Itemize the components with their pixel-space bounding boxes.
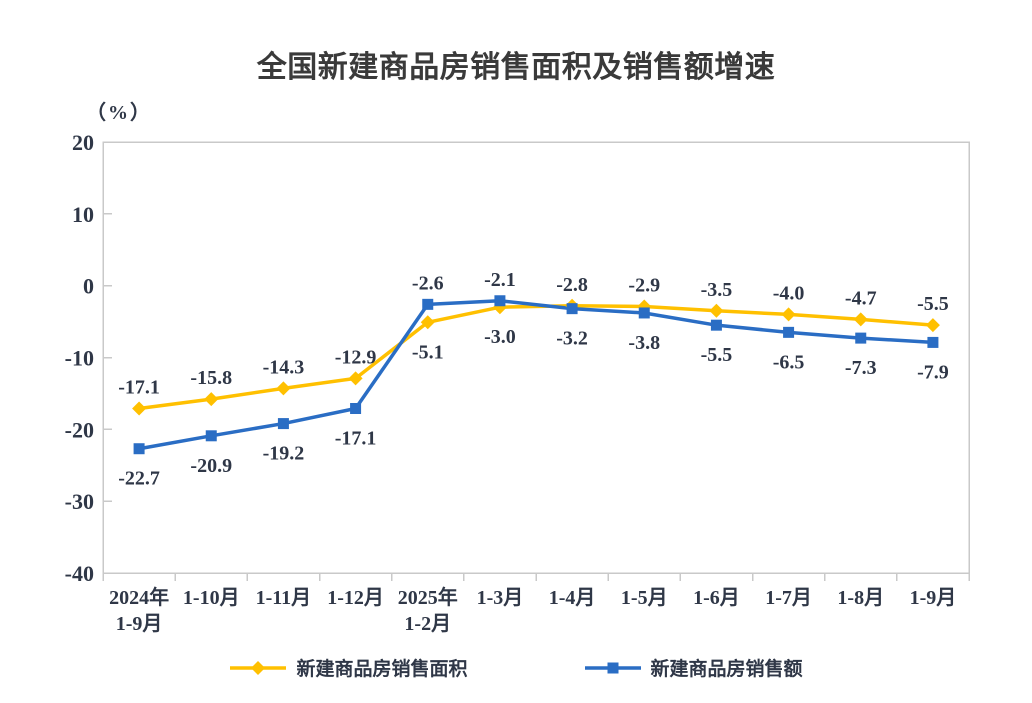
data-label: -2.9	[628, 274, 660, 296]
data-point-marker	[494, 295, 506, 307]
data-label: -20.9	[190, 455, 232, 477]
data-point-marker	[205, 430, 217, 442]
x-axis-category-label: 1-5月	[621, 587, 668, 609]
data-label: -17.1	[118, 377, 160, 399]
data-label: -15.8	[190, 367, 232, 389]
x-axis-category-label: 1-9月	[116, 613, 163, 635]
y-axis-unit-label: （%）	[86, 102, 152, 124]
data-label: -5.5	[917, 293, 949, 315]
data-point-marker	[348, 371, 363, 386]
data-point-marker	[204, 392, 219, 407]
legend-label-sales-amount: 新建商品房销售额	[650, 659, 803, 680]
x-axis-category-label: 1-2月	[404, 613, 451, 635]
data-point-marker	[783, 326, 795, 338]
data-point-marker	[350, 403, 362, 415]
data-point-marker	[781, 307, 796, 322]
data-label: -4.0	[773, 282, 805, 304]
y-axis-tick-label: 20	[72, 130, 94, 155]
data-label: -17.1	[335, 428, 377, 450]
data-label: -6.5	[773, 351, 805, 373]
data-point-marker	[133, 443, 145, 455]
series-line-sales-amount	[137, 299, 935, 451]
y-axis-tick-label: -40	[65, 561, 94, 586]
data-point-marker	[276, 381, 291, 396]
x-axis-category-label: 1-6月	[693, 587, 740, 609]
chart-title: 全国新建商品房销售面积及销售额增速	[256, 51, 776, 84]
data-label: -5.5	[701, 344, 733, 366]
legend-item-sales-amount: 新建商品房销售额	[584, 654, 803, 681]
chart-legend: 新建商品房销售面积 新建商品房销售额	[0, 654, 1032, 681]
x-axis-category-label: 1-11月	[256, 587, 312, 609]
data-point-marker	[277, 418, 289, 430]
x-axis-category-label: 1-3月	[477, 587, 524, 609]
data-point-marker	[420, 315, 435, 330]
data-label: -7.3	[845, 357, 877, 379]
x-axis-category-label: 1-7月	[765, 587, 812, 609]
data-label: -3.8	[628, 332, 660, 354]
y-axis-tick-label: -20	[65, 417, 94, 442]
data-point-marker	[925, 318, 940, 333]
data-point-marker	[638, 307, 650, 319]
plot-border	[102, 141, 970, 574]
x-axis-category-label: 1-12月	[327, 587, 384, 609]
data-point-marker	[709, 303, 724, 318]
data-point-marker	[927, 336, 939, 348]
data-label: -3.0	[484, 326, 516, 348]
x-axis-category-label: 1-10月	[183, 587, 240, 609]
data-point-marker	[855, 332, 867, 344]
data-label: -2.1	[484, 269, 516, 291]
x-axis-category-label: 1-4月	[549, 587, 596, 609]
diamond-marker-icon	[230, 660, 287, 675]
x-axis-category-label: 1-9月	[910, 587, 957, 609]
data-point-marker	[132, 401, 147, 416]
data-point-marker	[566, 303, 578, 315]
x-axis-category-label: 2025年	[398, 585, 458, 609]
data-label: -12.9	[335, 346, 377, 368]
data-label: -2.8	[556, 274, 588, 296]
data-label: -14.3	[263, 356, 305, 378]
series-line-sales-area	[137, 304, 935, 411]
data-label: -4.7	[845, 287, 877, 309]
x-axis-category-label: 1-8月	[837, 587, 884, 609]
y-axis-tick-label: -30	[65, 489, 94, 514]
x-axis-category-label: 2024年	[109, 585, 169, 609]
data-point-marker	[710, 319, 722, 331]
legend-item-sales-area: 新建商品房销售面积	[229, 654, 468, 681]
legend-label-sales-area: 新建商品房销售面积	[296, 659, 468, 680]
data-label: -19.2	[263, 443, 305, 465]
y-axis-tick-label: -10	[65, 346, 94, 371]
data-label: -22.7	[118, 468, 160, 490]
data-point-marker	[422, 298, 434, 310]
data-label: -3.5	[701, 279, 733, 301]
y-axis-tick-label: 10	[72, 202, 94, 227]
data-label: -5.1	[412, 341, 444, 363]
data-label: -7.9	[917, 361, 949, 383]
y-axis-tick-label: 0	[83, 274, 94, 299]
square-marker-icon	[584, 662, 641, 673]
data-label: -3.2	[556, 328, 588, 350]
data-label: -2.6	[412, 272, 444, 294]
data-point-marker	[853, 312, 868, 327]
